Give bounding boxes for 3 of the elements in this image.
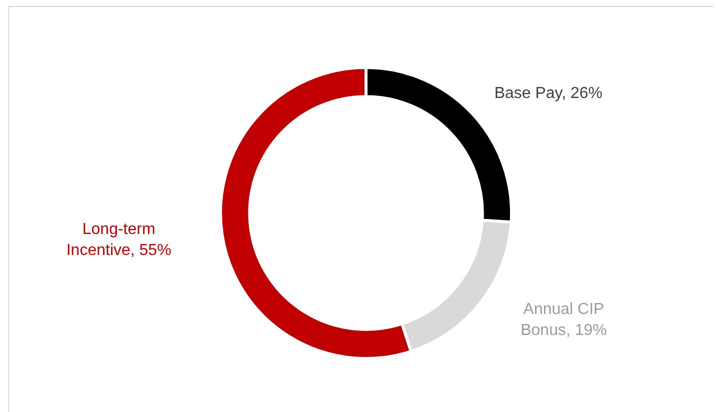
slice-label: Annual CIP Bonus, 19%	[520, 300, 607, 339]
slice-label: Base Pay, 26%	[494, 84, 603, 102]
slice-label: Long-term Incentive, 55%	[66, 221, 172, 260]
